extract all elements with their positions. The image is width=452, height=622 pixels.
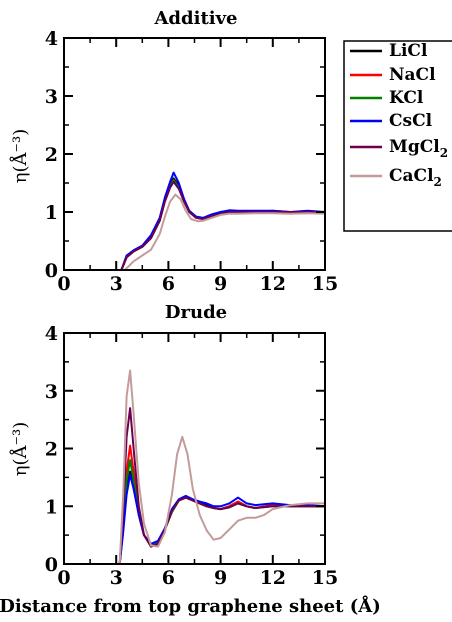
panel-title: Additive (153, 8, 237, 29)
y-tick-label: 1 (45, 496, 58, 518)
legend-label-kcl: KCl (389, 88, 424, 108)
y-tick-label: 2 (45, 144, 58, 166)
legend-label-cscl: CsCl (389, 111, 433, 131)
series-line-mgcl2 (118, 407, 325, 565)
series-line-mgcl2 (120, 180, 325, 271)
legend-label-licl: LiCl (389, 41, 428, 61)
x-tick-label: 6 (162, 273, 175, 295)
legend-label-mgcl2: MgCl2 (389, 137, 448, 160)
series-line-cscl (118, 473, 326, 565)
y-tick-label: 1 (45, 202, 58, 224)
x-tick-label: 9 (214, 567, 227, 589)
x-tick-label: 12 (260, 273, 286, 295)
x-tick-label: 15 (312, 567, 338, 589)
legend-label-cacl2: CaCl2 (389, 166, 442, 189)
x-tick-label: 12 (260, 567, 286, 589)
panel-title: Drude (165, 302, 227, 323)
x-tick-label: 3 (110, 273, 123, 295)
y-axis-label: η(Å⁻³) (9, 422, 31, 477)
legend: LiCl NaCl KCl CsCl MgCl2 CaCl2 (343, 40, 452, 232)
y-tick-label: 4 (45, 323, 58, 345)
series-line-cacl2 (118, 369, 325, 565)
y-tick-label: 3 (45, 86, 58, 108)
x-tick-label: 9 (214, 273, 227, 295)
series-line-cacl2 (124, 193, 326, 271)
x-tick-label: 0 (57, 273, 70, 295)
plot-frame (63, 37, 326, 271)
legend-label-nacl: NaCl (389, 65, 436, 85)
y-tick-label: 0 (45, 554, 58, 576)
plot-frame (63, 332, 326, 565)
y-tick-label: 0 (45, 260, 58, 282)
legend-box (343, 40, 452, 232)
y-tick-label: 4 (45, 28, 58, 50)
x-tick-label: 15 (312, 273, 338, 295)
x-axis-label: Distance from top graphene sheet (Å) (0, 594, 381, 617)
y-tick-label: 3 (45, 381, 58, 403)
x-tick-label: 0 (57, 567, 70, 589)
x-tick-label: 6 (162, 567, 175, 589)
x-tick-label: 3 (110, 567, 123, 589)
y-tick-label: 2 (45, 439, 58, 461)
y-axis-label: η(Å⁻³) (9, 129, 31, 184)
